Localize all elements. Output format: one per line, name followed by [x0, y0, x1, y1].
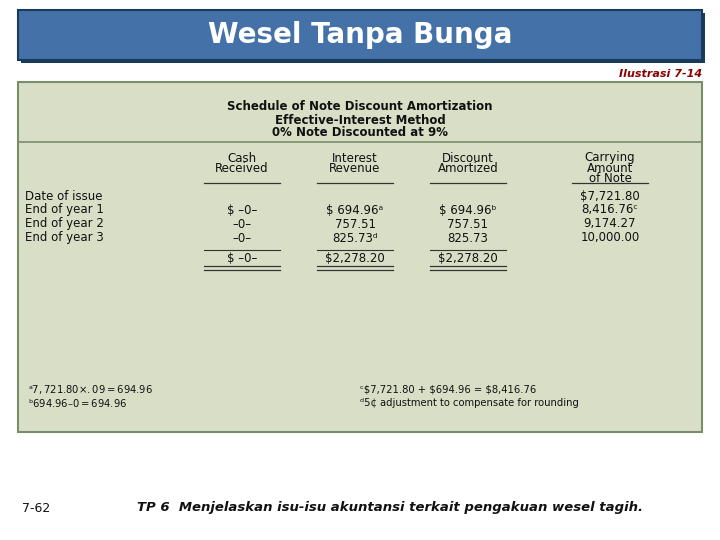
Text: $ –0–: $ –0–	[227, 252, 257, 265]
Text: Wesel Tanpa Bunga: Wesel Tanpa Bunga	[208, 21, 512, 49]
Text: Carrying: Carrying	[585, 152, 635, 165]
Text: $2,278.20: $2,278.20	[438, 252, 498, 265]
Text: $ 694.96ᵇ: $ 694.96ᵇ	[439, 204, 497, 217]
Text: Date of issue: Date of issue	[25, 190, 102, 202]
Text: TP 6  Menjelaskan isu-isu akuntansi terkait pengakuan wesel tagih.: TP 6 Menjelaskan isu-isu akuntansi terka…	[137, 502, 643, 515]
Text: 0% Note Discounted at 9%: 0% Note Discounted at 9%	[272, 126, 448, 139]
Text: Cash: Cash	[228, 152, 256, 165]
Text: Amount: Amount	[587, 161, 633, 174]
Text: Amortized: Amortized	[438, 161, 498, 174]
Text: 757.51: 757.51	[448, 218, 488, 231]
Text: Revenue: Revenue	[329, 161, 381, 174]
Text: ᵇ$694.96 – 0 = $694.96: ᵇ$694.96 – 0 = $694.96	[28, 397, 127, 409]
FancyBboxPatch shape	[21, 13, 705, 63]
Text: –0–: –0–	[233, 232, 251, 245]
Text: End of year 3: End of year 3	[25, 232, 104, 245]
Text: $7,721.80: $7,721.80	[580, 190, 640, 202]
Text: Schedule of Note Discount Amortization: Schedule of Note Discount Amortization	[228, 100, 492, 113]
FancyBboxPatch shape	[18, 82, 702, 432]
Text: Effective-Interest Method: Effective-Interest Method	[274, 113, 446, 126]
Text: 757.51: 757.51	[335, 218, 376, 231]
Text: $2,278.20: $2,278.20	[325, 252, 385, 265]
Text: Received: Received	[215, 161, 269, 174]
Text: 8,416.76ᶜ: 8,416.76ᶜ	[582, 204, 639, 217]
Text: 9,174.27: 9,174.27	[584, 218, 636, 231]
Text: Discount: Discount	[442, 152, 494, 165]
Text: ᵈ5¢ adjustment to compensate for rounding: ᵈ5¢ adjustment to compensate for roundin…	[360, 398, 579, 408]
Text: ᵃ$7,721.80 × .09 = $694.96: ᵃ$7,721.80 × .09 = $694.96	[28, 383, 153, 396]
FancyBboxPatch shape	[18, 10, 702, 60]
Text: End of year 1: End of year 1	[25, 204, 104, 217]
Text: 7-62: 7-62	[22, 502, 50, 515]
Text: ᶜ$7,721.80 + $694.96 = $8,416.76: ᶜ$7,721.80 + $694.96 = $8,416.76	[360, 385, 536, 395]
Text: End of year 2: End of year 2	[25, 218, 104, 231]
Text: Ilustrasi 7-14: Ilustrasi 7-14	[619, 69, 702, 79]
Text: Interest: Interest	[332, 152, 378, 165]
Text: $ 694.96ᵃ: $ 694.96ᵃ	[326, 204, 384, 217]
Text: $ –0–: $ –0–	[227, 204, 257, 217]
Text: –0–: –0–	[233, 218, 251, 231]
Text: 10,000.00: 10,000.00	[580, 232, 639, 245]
Text: 825.73: 825.73	[448, 232, 488, 245]
Text: 825.73ᵈ: 825.73ᵈ	[332, 232, 378, 245]
Text: of Note: of Note	[588, 172, 631, 185]
